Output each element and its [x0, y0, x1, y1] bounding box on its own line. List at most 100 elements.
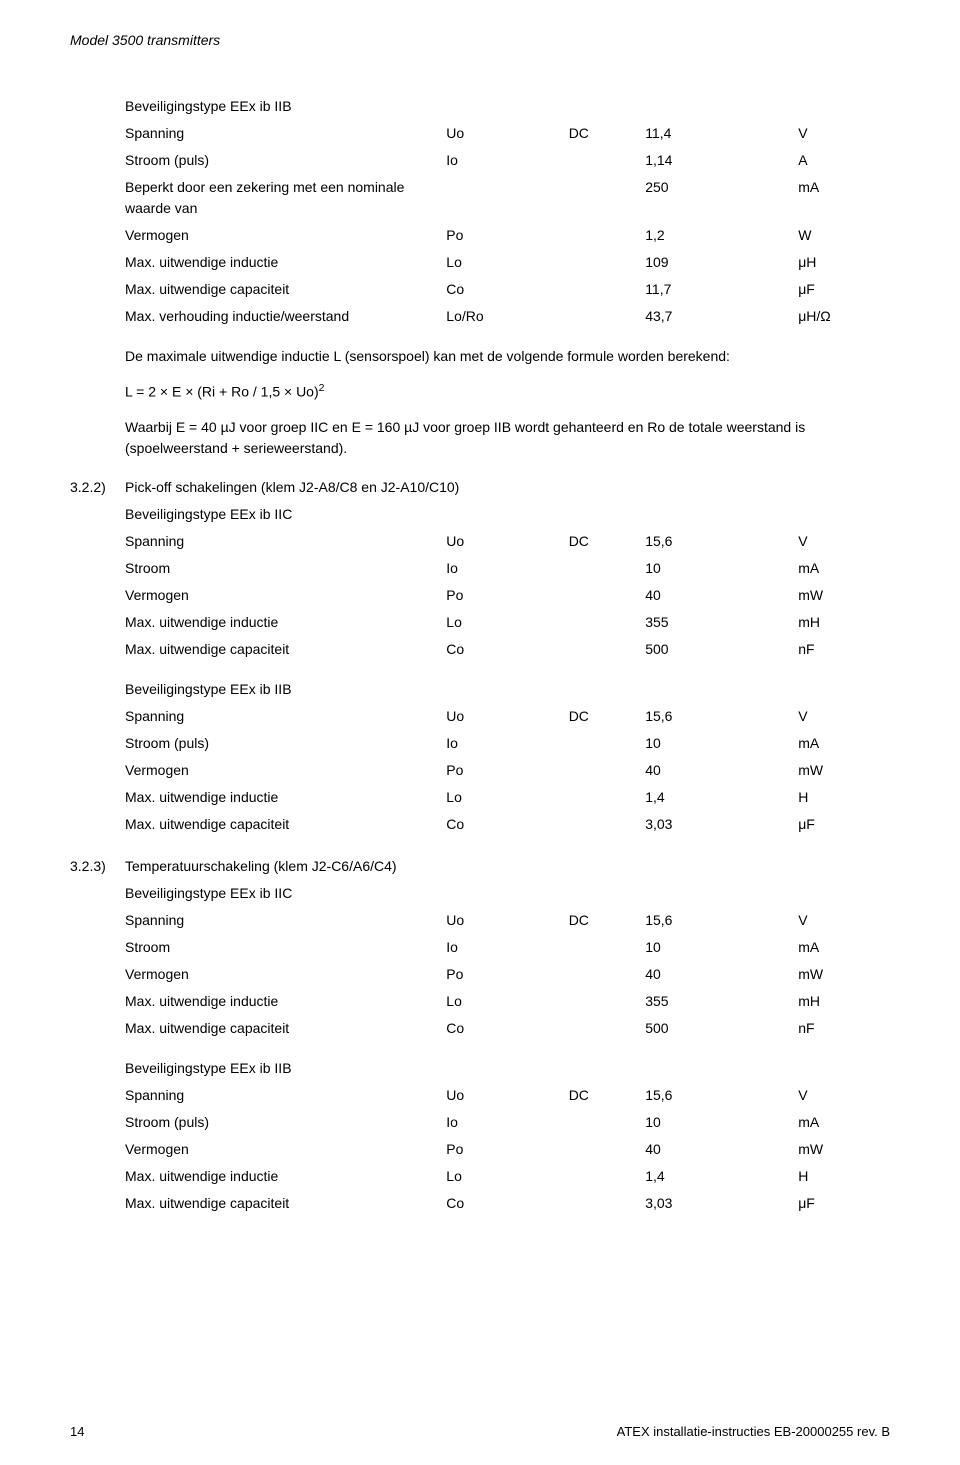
- table-row: VermogenPo40mW: [125, 1136, 890, 1163]
- cell-label: Max. uitwendige inductie: [125, 249, 446, 276]
- cell-dc: DC: [569, 120, 646, 147]
- table-row: StroomIo10mA: [125, 555, 890, 582]
- cell-dc: [569, 1015, 646, 1042]
- cell-symbol: Co: [446, 276, 568, 303]
- cell-label: Spanning: [125, 1082, 446, 1109]
- cell-value: 15,6: [645, 907, 798, 934]
- cell-value: 109: [645, 249, 798, 276]
- cell-unit: mA: [798, 174, 890, 222]
- table-row: SpanningUoDC15,6V: [125, 907, 890, 934]
- cell-unit: A: [798, 147, 890, 174]
- cell-value: 500: [645, 636, 798, 663]
- cell-unit: H: [798, 784, 890, 811]
- cell-label: Vermogen: [125, 1136, 446, 1163]
- cell-dc: [569, 147, 646, 174]
- sec323-title: Temperatuurschakeling (klem J2-C6/A6/C4): [125, 856, 397, 877]
- formula-block: De maximale uitwendige inductie L (senso…: [125, 346, 890, 459]
- cell-symbol: Uo: [446, 120, 568, 147]
- cell-dc: DC: [569, 907, 646, 934]
- table-row: Max. uitwendige capaciteitCo3,03μF: [125, 1190, 890, 1217]
- cell-label: Max. uitwendige capaciteit: [125, 636, 446, 663]
- table-row: Max. uitwendige inductieLo355mH: [125, 609, 890, 636]
- cell-value: 1,4: [645, 784, 798, 811]
- table-row: VermogenPo40mW: [125, 757, 890, 784]
- cell-value: 355: [645, 609, 798, 636]
- cell-unit: μF: [798, 276, 890, 303]
- table-row: Max. uitwendige inductieLo 109μH: [125, 249, 890, 276]
- cell-unit: V: [798, 528, 890, 555]
- cell-label: Max. uitwendige capaciteit: [125, 1015, 446, 1042]
- cell-dc: [569, 609, 646, 636]
- formula-note: Waarbij E = 40 µJ voor groep IIC en E = …: [125, 417, 890, 459]
- cell-value: 10: [645, 934, 798, 961]
- cell-dc: [569, 988, 646, 1015]
- cell-dc: [569, 174, 646, 222]
- table-row: Max. uitwendige capaciteitCo11,7μF: [125, 276, 890, 303]
- footer-doc-ref: ATEX installatie-instructies EB-20000255…: [617, 1422, 890, 1442]
- cell-symbol: Po: [446, 961, 568, 988]
- cell-symbol: Po: [446, 222, 568, 249]
- table-row: Max. uitwendige inductieLo1,4H: [125, 784, 890, 811]
- cell-symbol: Lo: [446, 249, 568, 276]
- cell-unit: μH: [798, 249, 890, 276]
- cell-symbol: Lo/Ro: [446, 303, 568, 330]
- cell-symbol: Lo: [446, 784, 568, 811]
- cell-unit: mW: [798, 582, 890, 609]
- cell-symbol: Io: [446, 147, 568, 174]
- cell-label: Stroom (puls): [125, 1109, 446, 1136]
- cell-unit: mA: [798, 1109, 890, 1136]
- cell-label: Beperkt door een zekering met een nomina…: [125, 174, 446, 222]
- cell-symbol: Lo: [446, 988, 568, 1015]
- table-row: Max. verhouding inductie/weerstandLo/Ro4…: [125, 303, 890, 330]
- page-header-title: Model 3500 transmitters: [70, 30, 890, 51]
- cell-unit: mH: [798, 988, 890, 1015]
- sec322-iic-heading: Beveiligingstype EEx ib IIC: [125, 504, 890, 525]
- cell-value: 1,4: [645, 1163, 798, 1190]
- table-row: Stroom (puls)Io10mA: [125, 730, 890, 757]
- cell-value: 15,6: [645, 528, 798, 555]
- table-row: VermogenPo40mW: [125, 582, 890, 609]
- cell-value: 10: [645, 555, 798, 582]
- table-row: SpanningUoDC15,6V: [125, 528, 890, 555]
- cell-value: 43,7: [645, 303, 798, 330]
- page-footer: 14 ATEX installatie-instructies EB-20000…: [70, 1422, 890, 1442]
- table-row: SpanningUoDC15,6V: [125, 703, 890, 730]
- table-row: SpanningUoDC15,6V: [125, 1082, 890, 1109]
- cell-dc: DC: [569, 1082, 646, 1109]
- cell-label: Spanning: [125, 528, 446, 555]
- sec323-iic-heading: Beveiligingstype EEx ib IIC: [125, 883, 890, 904]
- cell-value: 500: [645, 1015, 798, 1042]
- section1-table: SpanningUoDC11,4VStroom (puls)Io1,14ABep…: [125, 120, 890, 330]
- cell-label: Stroom: [125, 555, 446, 582]
- cell-unit: μH/Ω: [798, 303, 890, 330]
- cell-dc: [569, 1190, 646, 1217]
- cell-value: 1,14: [645, 147, 798, 174]
- table-row: StroomIo10mA: [125, 934, 890, 961]
- cell-unit: V: [798, 1082, 890, 1109]
- table-row: Stroom (puls)Io10mA: [125, 1109, 890, 1136]
- cell-label: Spanning: [125, 907, 446, 934]
- table-row: Stroom (puls)Io1,14A: [125, 147, 890, 174]
- cell-unit: mA: [798, 730, 890, 757]
- cell-symbol: Lo: [446, 609, 568, 636]
- formula-expr: L = 2 × E × (Ri + Ro / 1,5 × Uo)2: [125, 381, 890, 403]
- sec322-iib-heading: Beveiligingstype EEx ib IIB: [125, 679, 890, 700]
- cell-dc: [569, 582, 646, 609]
- cell-label: Vermogen: [125, 222, 446, 249]
- sec322-num: 3.2.2): [70, 477, 125, 498]
- cell-value: 40: [645, 757, 798, 784]
- cell-dc: [569, 276, 646, 303]
- cell-dc: [569, 222, 646, 249]
- cell-value: 11,4: [645, 120, 798, 147]
- cell-symbol: Co: [446, 1015, 568, 1042]
- cell-unit: V: [798, 907, 890, 934]
- cell-symbol: Lo: [446, 1163, 568, 1190]
- cell-dc: [569, 784, 646, 811]
- cell-unit: mW: [798, 961, 890, 988]
- cell-dc: [569, 555, 646, 582]
- table-row: SpanningUoDC11,4V: [125, 120, 890, 147]
- cell-value: 355: [645, 988, 798, 1015]
- cell-unit: mA: [798, 934, 890, 961]
- cell-value: 10: [645, 1109, 798, 1136]
- cell-unit: mW: [798, 1136, 890, 1163]
